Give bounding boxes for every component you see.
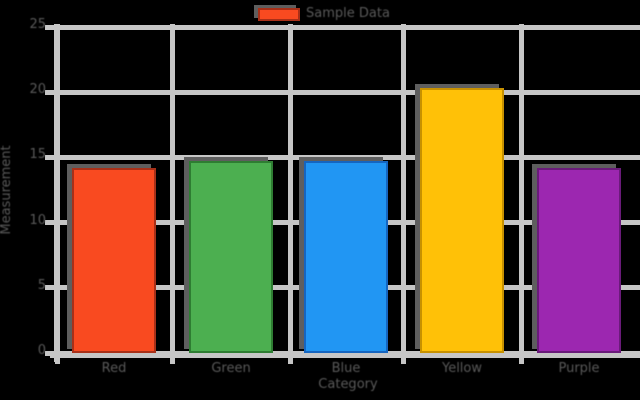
y-gridline [54, 24, 640, 30]
y-gridline [54, 89, 640, 95]
x-tick-label: Red [101, 361, 127, 376]
x-tick-label: Blue [331, 361, 361, 376]
y-axis-tick [45, 350, 54, 356]
y-gridline [54, 154, 640, 160]
y-tick-label: 25 [29, 17, 46, 32]
y-axis-label: Measurement [0, 145, 14, 235]
y-axis-tick [45, 89, 54, 95]
x-axis-spine [50, 352, 640, 358]
bar-green [189, 161, 273, 353]
x-gridline [169, 24, 175, 358]
y-tick-label: 5 [37, 277, 46, 293]
x-axis-tick [287, 358, 293, 364]
x-axis-tick [400, 358, 406, 364]
x-tick-label: Green [211, 361, 251, 376]
x-axis-tick [518, 358, 524, 364]
x-gridline [287, 24, 293, 358]
bar-yellow [420, 88, 504, 353]
x-tick-label: Yellow [441, 361, 483, 376]
y-tick-label: 0 [37, 343, 46, 358]
x-tick-label: Purple [558, 361, 600, 376]
legend: Sample Data [258, 4, 390, 24]
x-gridline [518, 24, 524, 358]
x-axis-tick [54, 358, 60, 364]
y-axis-tick [45, 285, 54, 291]
y-tick-label: 20 [29, 82, 46, 98]
legend-label: Sample Data [306, 6, 390, 21]
x-axis-tick [169, 358, 175, 364]
y-axis-spine [54, 24, 60, 362]
bar-blue [304, 161, 388, 353]
x-axis-label: Category [318, 377, 378, 392]
bar-red [72, 167, 156, 353]
y-tick-label: 15 [29, 147, 46, 163]
x-gridline [400, 24, 406, 358]
y-tick-label: 10 [29, 212, 46, 228]
legend-swatch [258, 7, 300, 21]
y-axis-tick [45, 220, 54, 226]
y-axis-tick [45, 154, 54, 160]
y-axis-tick [45, 24, 54, 30]
bar-purple [537, 167, 621, 353]
